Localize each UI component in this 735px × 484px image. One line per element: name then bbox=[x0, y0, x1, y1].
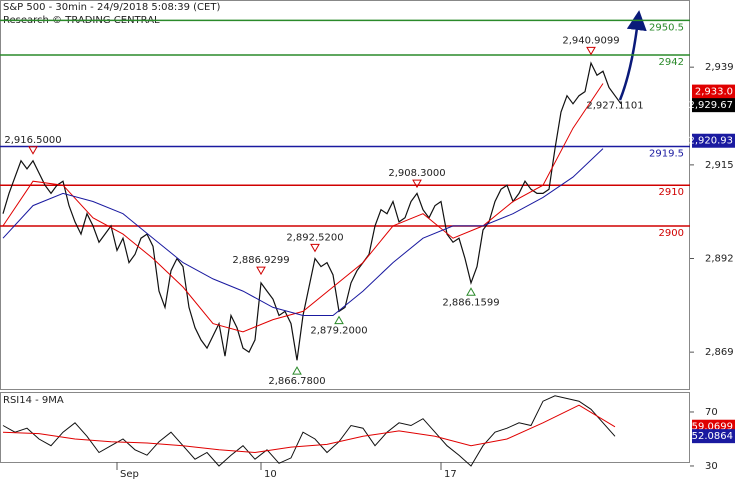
x-tick-label: 17 bbox=[444, 469, 457, 480]
high-label: 2,916.5000 bbox=[4, 135, 61, 146]
y-tick-label: 30 bbox=[705, 461, 718, 472]
y-tick-label: 70 bbox=[705, 407, 718, 418]
series-line bbox=[2, 395, 616, 467]
low-label: 2,866.7800 bbox=[268, 376, 325, 387]
rsi-panel-frame bbox=[0, 392, 690, 463]
series-line bbox=[2, 148, 604, 316]
high-marker bbox=[412, 179, 422, 189]
low-label: 2,886.1599 bbox=[442, 297, 499, 308]
price-tag bbox=[692, 429, 735, 444]
low-label: 2,879.2000 bbox=[310, 326, 367, 337]
low-marker bbox=[466, 287, 476, 296]
price-tag-label: 2,933.0 bbox=[695, 87, 733, 98]
price-tag bbox=[692, 133, 735, 148]
high-label: 2,892.5200 bbox=[286, 232, 343, 243]
rsi-title: RSI14 - 9MA bbox=[3, 395, 64, 406]
level-label: 2910 bbox=[659, 187, 684, 198]
price-tag-label: 2,920.93 bbox=[688, 136, 733, 147]
high-label: 2,908.3000 bbox=[388, 168, 445, 179]
price-tag-label: 2,929.67 bbox=[688, 100, 733, 111]
y-tick-label: 2,939 bbox=[705, 62, 734, 73]
y-tick-label: 2,915 bbox=[705, 160, 734, 171]
price-tag-label: 59.0699 bbox=[692, 422, 733, 433]
low-marker bbox=[334, 315, 344, 325]
value-label: 2,927.1101 bbox=[586, 101, 643, 112]
price-tag bbox=[692, 98, 735, 113]
series-line bbox=[2, 83, 604, 333]
main-panel-frame bbox=[0, 0, 690, 390]
y-tick-label: 2,892 bbox=[705, 254, 734, 265]
high-marker bbox=[28, 146, 38, 155]
level-label: 2942 bbox=[659, 57, 684, 68]
series-line bbox=[2, 61, 622, 361]
high-marker bbox=[256, 266, 266, 276]
y-tick-label: 2,869 bbox=[705, 347, 734, 358]
level-label: 2900 bbox=[659, 228, 684, 239]
high-marker bbox=[586, 46, 596, 56]
level-label: 2919.5 bbox=[649, 149, 684, 160]
x-tick-label: 10 bbox=[264, 469, 277, 480]
series-line bbox=[2, 404, 616, 454]
level-label: 2950.5 bbox=[649, 22, 684, 33]
price-tag-label: 52.0864 bbox=[692, 431, 733, 442]
forecast-arrow bbox=[618, 10, 647, 101]
low-marker bbox=[292, 366, 302, 375]
price-tag bbox=[692, 84, 735, 99]
high-label: 2,886.9299 bbox=[232, 255, 289, 266]
high-marker bbox=[310, 243, 320, 253]
chart-title: S&P 500 - 30min - 24/9/2018 5:08:39 (CET… bbox=[3, 2, 220, 13]
high-label: 2,940.9099 bbox=[562, 35, 619, 46]
x-tick-label: Sep bbox=[120, 469, 139, 480]
